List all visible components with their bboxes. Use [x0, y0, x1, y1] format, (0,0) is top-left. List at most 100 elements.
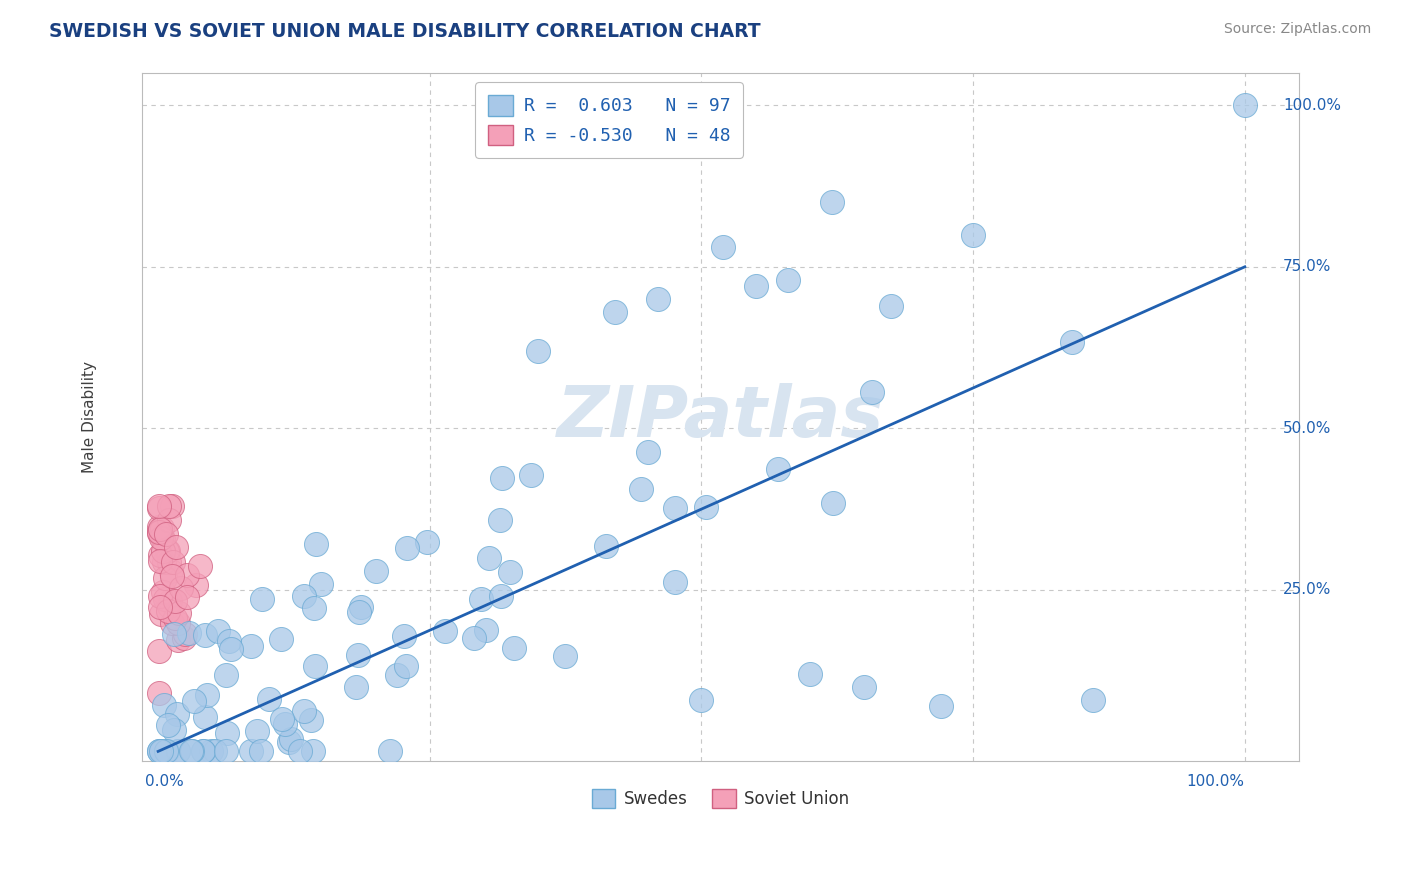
Point: [152, 521, 174, 535]
Point: [152, 544, 174, 558]
Point: [148, 744, 170, 758]
Point: [527, 343, 550, 358]
Point: [160, 569, 183, 583]
Text: 75.0%: 75.0%: [1282, 260, 1331, 275]
Point: [1233, 98, 1256, 112]
Point: [153, 592, 176, 607]
Point: [153, 555, 176, 569]
Point: [194, 628, 217, 642]
Point: [463, 631, 485, 645]
Point: [191, 744, 214, 758]
Point: [378, 744, 401, 758]
Point: [853, 680, 876, 694]
Point: [191, 744, 214, 758]
Point: [664, 574, 686, 589]
Point: [280, 732, 302, 747]
Point: [1060, 335, 1083, 350]
Point: [215, 744, 238, 758]
Point: [148, 499, 170, 513]
Point: [221, 642, 243, 657]
Point: [162, 555, 184, 569]
Point: [149, 522, 172, 536]
Point: [778, 273, 800, 287]
Point: [184, 578, 207, 592]
Point: [239, 639, 262, 653]
Point: [302, 601, 325, 615]
Point: [160, 615, 183, 630]
Point: [821, 195, 844, 210]
Point: [1081, 692, 1104, 706]
Point: [157, 599, 180, 613]
Point: [416, 535, 439, 549]
Point: [177, 626, 200, 640]
Point: [150, 744, 173, 758]
Point: [148, 526, 170, 541]
Point: [176, 567, 198, 582]
Text: Male Disability: Male Disability: [83, 361, 97, 473]
Point: [148, 744, 170, 758]
Point: [292, 589, 315, 603]
Point: [170, 582, 193, 596]
Point: [148, 644, 170, 658]
Point: [163, 627, 186, 641]
Point: [880, 299, 903, 313]
Point: [491, 471, 513, 485]
Point: [664, 501, 686, 516]
Point: [274, 717, 297, 731]
Point: [207, 624, 229, 639]
Point: [304, 658, 326, 673]
Point: [149, 548, 172, 562]
Text: SWEDISH VS SOVIET UNION MALE DISABILITY CORRELATION CHART: SWEDISH VS SOVIET UNION MALE DISABILITY …: [49, 22, 761, 41]
Point: [195, 688, 218, 702]
Point: [488, 513, 510, 527]
Point: [167, 615, 190, 630]
Point: [160, 565, 183, 579]
Point: [630, 482, 652, 496]
Point: [745, 279, 768, 293]
Point: [181, 744, 204, 758]
Point: [167, 606, 190, 620]
Point: [823, 496, 845, 510]
Point: [309, 577, 332, 591]
Point: [647, 292, 669, 306]
Point: [190, 558, 212, 573]
Point: [270, 632, 292, 646]
Point: [153, 572, 176, 586]
Point: [180, 744, 202, 758]
Point: [396, 541, 419, 555]
Point: [347, 648, 370, 663]
Point: [929, 699, 952, 714]
Point: [156, 744, 179, 758]
Point: [305, 537, 328, 551]
Point: [163, 611, 186, 625]
Point: [366, 564, 388, 578]
Text: 100.0%: 100.0%: [1282, 98, 1341, 112]
Point: [173, 631, 195, 645]
Point: [194, 709, 217, 723]
Point: [860, 384, 883, 399]
Point: [204, 744, 226, 758]
Point: [250, 744, 273, 758]
Point: [163, 723, 186, 738]
Point: [160, 499, 183, 513]
Point: [520, 468, 543, 483]
Point: [344, 681, 367, 695]
Point: [499, 565, 522, 579]
Point: [301, 744, 323, 758]
Point: [149, 607, 172, 622]
Point: [183, 694, 205, 708]
Point: [150, 531, 173, 545]
Point: [200, 744, 222, 758]
Point: [155, 527, 177, 541]
Point: [271, 712, 294, 726]
Point: [394, 629, 416, 643]
Point: [157, 555, 180, 569]
Point: [299, 714, 322, 728]
Point: [395, 658, 418, 673]
Point: [257, 691, 280, 706]
Point: [475, 623, 498, 637]
Point: [149, 590, 172, 604]
Point: [434, 624, 457, 638]
Point: [215, 668, 238, 682]
Point: [250, 591, 273, 606]
